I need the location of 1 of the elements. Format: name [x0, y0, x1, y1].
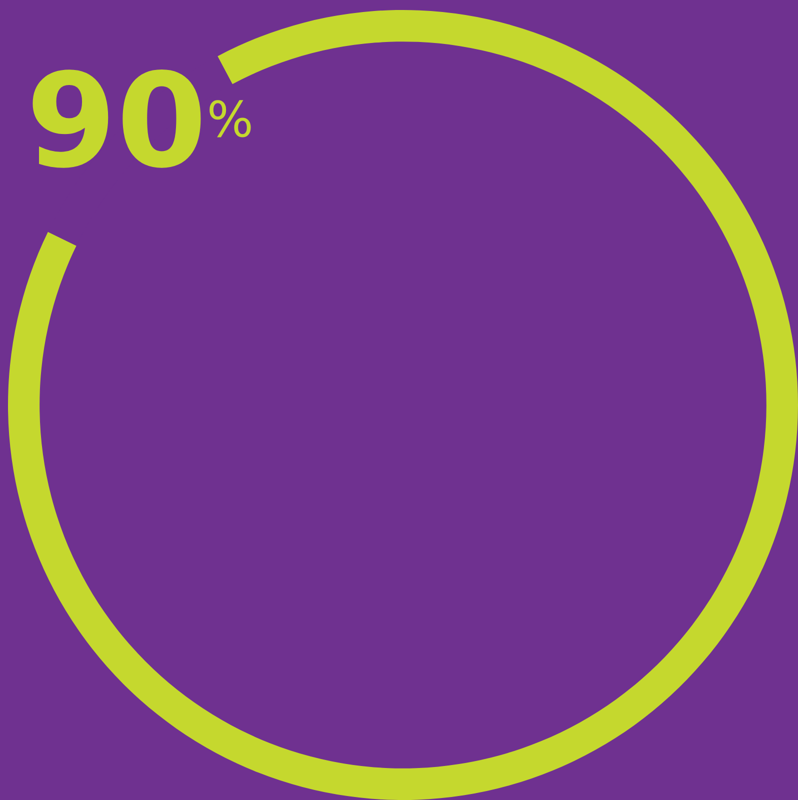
text: 90$^{%}$ [26, 45, 254, 197]
